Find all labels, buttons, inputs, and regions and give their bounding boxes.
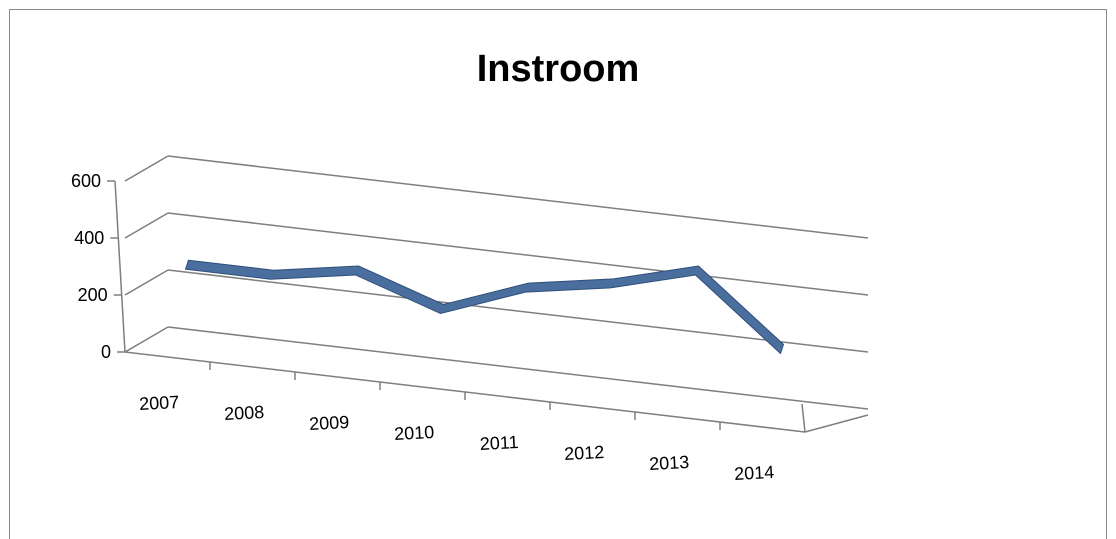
y-tick-label: 600 <box>71 171 101 191</box>
y-tick-label: 400 <box>74 228 104 248</box>
floor-corner-edge <box>802 404 805 432</box>
gridline-side <box>125 156 168 181</box>
gridline-side <box>125 213 168 238</box>
gridline-side <box>125 270 168 295</box>
y-tick-label: 0 <box>101 342 111 362</box>
x-tick-label: 2012 <box>564 442 605 464</box>
x-tick-label: 2009 <box>309 412 350 434</box>
x-tick-label: 2007 <box>139 392 180 414</box>
y-axis-line <box>115 181 125 352</box>
x-tick-label: 2014 <box>734 462 775 484</box>
x-tick-label: 2008 <box>224 402 265 424</box>
y-tick-label: 200 <box>78 285 108 305</box>
gridline-side <box>125 327 168 352</box>
x-tick-label: 2011 <box>479 432 519 454</box>
x-tick-label: 2010 <box>394 422 435 444</box>
x-tick-label: 2013 <box>649 452 690 474</box>
floor-right-edge <box>805 415 868 432</box>
